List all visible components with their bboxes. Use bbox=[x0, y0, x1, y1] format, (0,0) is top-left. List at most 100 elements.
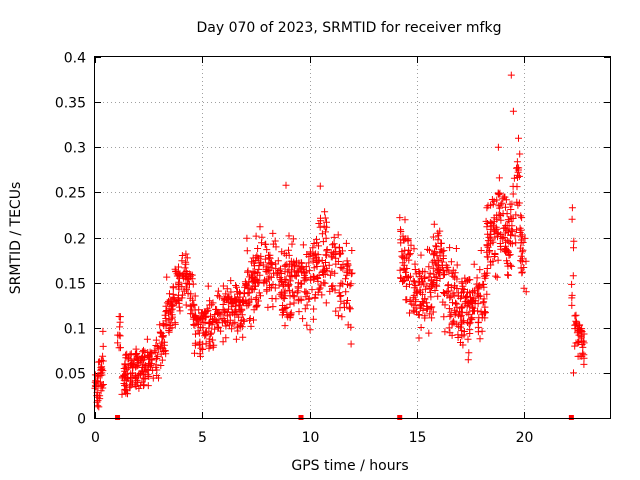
data-point bbox=[346, 305, 354, 313]
data-point bbox=[301, 305, 309, 313]
data-point bbox=[332, 254, 340, 262]
data-point bbox=[182, 250, 190, 258]
data-point bbox=[282, 181, 290, 189]
data-point bbox=[323, 251, 331, 259]
data-point bbox=[141, 363, 149, 371]
data-point bbox=[134, 356, 141, 364]
data-point bbox=[118, 390, 126, 398]
data-point bbox=[97, 364, 105, 372]
y-tick-label: 0.25 bbox=[55, 186, 86, 202]
data-point bbox=[166, 290, 173, 298]
data-point bbox=[344, 321, 352, 329]
data-point bbox=[439, 252, 447, 260]
data-point bbox=[347, 280, 355, 288]
data-point bbox=[416, 302, 424, 310]
data-point bbox=[459, 317, 467, 325]
data-point bbox=[317, 281, 325, 289]
data-point bbox=[444, 281, 452, 289]
data-point bbox=[408, 300, 416, 308]
data-point bbox=[215, 324, 223, 332]
x-axis-title: GPS time / hours bbox=[291, 458, 408, 474]
data-point bbox=[336, 292, 344, 300]
data-point bbox=[494, 229, 502, 237]
data-point bbox=[144, 382, 152, 390]
data-point bbox=[190, 301, 198, 309]
data-point bbox=[146, 348, 154, 356]
data-point bbox=[571, 312, 579, 320]
data-point bbox=[506, 251, 514, 259]
data-point bbox=[488, 196, 496, 203]
data-point bbox=[242, 296, 250, 304]
data-point bbox=[133, 350, 141, 357]
data-point bbox=[438, 239, 445, 247]
data-point bbox=[459, 282, 467, 290]
data-point bbox=[316, 223, 324, 231]
data-point bbox=[316, 284, 324, 292]
data-point bbox=[214, 287, 222, 295]
data-point bbox=[246, 316, 253, 324]
data-point bbox=[580, 360, 588, 368]
data-point bbox=[95, 371, 103, 379]
data-point bbox=[476, 335, 484, 343]
data-point bbox=[338, 313, 346, 321]
data-point bbox=[457, 323, 465, 331]
data-point bbox=[491, 228, 499, 236]
data-point bbox=[484, 243, 492, 251]
data-point bbox=[171, 320, 179, 328]
data-point bbox=[504, 271, 512, 279]
data-point bbox=[512, 211, 520, 219]
data-point bbox=[303, 301, 311, 309]
data-point bbox=[297, 259, 305, 267]
data-point bbox=[570, 244, 577, 252]
data-point bbox=[116, 318, 124, 326]
data-point bbox=[421, 295, 429, 303]
data-point bbox=[502, 203, 509, 211]
data-point bbox=[314, 277, 322, 285]
data-point bbox=[513, 198, 521, 206]
data-point bbox=[518, 231, 526, 239]
data-point bbox=[473, 274, 481, 282]
data-point bbox=[432, 242, 440, 250]
y-tick-label: 0.35 bbox=[55, 96, 86, 112]
data-point bbox=[440, 313, 448, 321]
data-point bbox=[99, 327, 107, 335]
data-point bbox=[476, 266, 484, 274]
data-point bbox=[285, 232, 293, 240]
data-point bbox=[425, 263, 433, 271]
data-point bbox=[239, 316, 247, 324]
data-point bbox=[191, 339, 199, 347]
data-point bbox=[406, 309, 413, 317]
data-point bbox=[257, 292, 264, 300]
data-point bbox=[458, 278, 466, 286]
data-point bbox=[449, 272, 457, 280]
data-point bbox=[99, 357, 107, 365]
data-point bbox=[289, 288, 297, 296]
data-point bbox=[434, 236, 442, 244]
data-point bbox=[453, 285, 461, 292]
data-point bbox=[494, 256, 502, 264]
data-point bbox=[252, 232, 260, 240]
data-point bbox=[258, 239, 265, 247]
data-point bbox=[397, 228, 405, 235]
y-axis-title: SRMTID / TECUs bbox=[8, 182, 24, 295]
data-point bbox=[243, 300, 251, 307]
x-tick-label: 10 bbox=[302, 430, 320, 446]
data-point bbox=[222, 322, 230, 330]
data-point bbox=[464, 300, 472, 308]
data-point bbox=[330, 233, 338, 241]
data-point bbox=[183, 286, 190, 294]
data-point bbox=[286, 300, 294, 308]
data-point bbox=[481, 314, 489, 322]
data-point bbox=[466, 276, 474, 284]
data-point bbox=[159, 333, 167, 341]
data-point bbox=[495, 174, 503, 182]
data-point bbox=[487, 240, 495, 248]
data-point bbox=[517, 264, 525, 272]
data-point bbox=[216, 309, 224, 317]
data-point bbox=[198, 309, 205, 317]
data-point bbox=[336, 250, 344, 258]
data-point bbox=[477, 247, 485, 254]
data-point bbox=[468, 296, 476, 304]
data-point bbox=[315, 242, 322, 250]
data-point bbox=[263, 246, 271, 254]
